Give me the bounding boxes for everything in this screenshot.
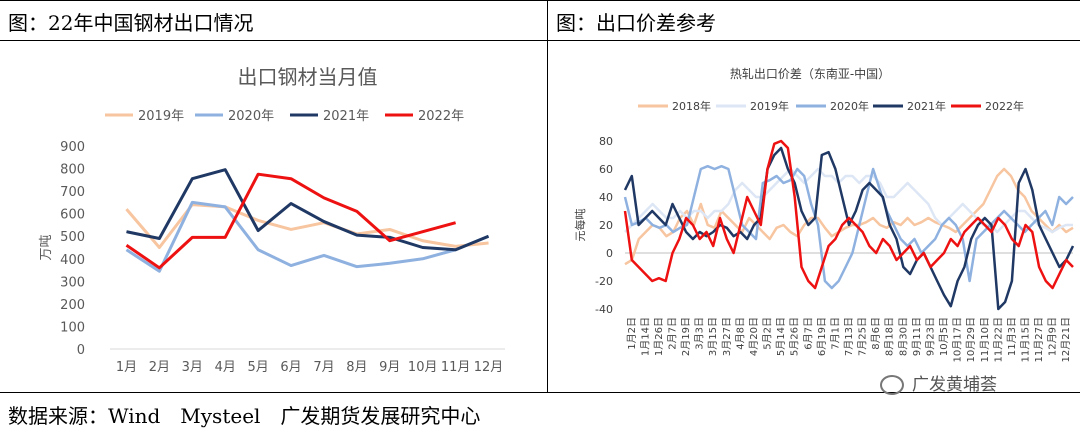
chart-title: 热轧出口价差（东南亚-中国） xyxy=(730,66,890,81)
legend-label-2022年: 2022年 xyxy=(985,99,1024,113)
x-tick-label: 11月15日 xyxy=(1019,317,1031,362)
y-tick-label: 700 xyxy=(60,185,85,200)
series-line-2021年 xyxy=(623,146,1075,311)
x-tick-label: 2月7日 xyxy=(667,317,679,350)
x-tick-label: 2月19日 xyxy=(680,317,692,356)
series-line-2022年 xyxy=(623,139,1074,290)
legend-label-2019年: 2019年 xyxy=(138,109,184,124)
x-tick-label: 11月3日 xyxy=(1006,317,1018,356)
right-chart-panel: 图：出口价差参考 热轧出口价差（东南亚-中国） 2018年 2019年 2020年 20… xyxy=(547,0,1080,393)
series-line-2018年 xyxy=(624,167,1074,266)
series-line-2020年 xyxy=(125,200,490,273)
x-tick-label: 7月25日 xyxy=(857,317,869,356)
x-tick-label: 11月 xyxy=(441,360,471,375)
x-tick-label: 12月21日 xyxy=(1060,317,1072,362)
x-tick-label: 11月22日 xyxy=(992,317,1004,362)
y-tick-label: -40 xyxy=(595,303,613,316)
y-tick-label: 900 xyxy=(60,140,85,155)
y-tick-label: 400 xyxy=(60,253,85,268)
y-tick-label: 200 xyxy=(60,298,85,313)
x-tick-label: 1月14日 xyxy=(639,317,651,356)
x-tick-label: 2月 xyxy=(149,360,170,375)
legend-label-2021年: 2021年 xyxy=(907,99,946,113)
legend-label-2021年: 2021年 xyxy=(323,109,369,124)
x-tick-label: 1月2日 xyxy=(626,317,638,350)
x-tick-label: 7月13日 xyxy=(843,317,855,356)
x-tick-label: 5月 xyxy=(247,360,268,375)
x-tick-label: 6月7日 xyxy=(802,317,814,350)
right-panel-header: 图：出口价差参考 xyxy=(548,1,1080,41)
y-tick-label: 500 xyxy=(60,230,85,245)
x-tick-label: 8月30日 xyxy=(897,317,909,356)
series-line-2021年 xyxy=(126,168,490,252)
x-tick-label: 5月26日 xyxy=(789,317,801,356)
x-tick-label: 10月 xyxy=(408,360,438,375)
x-tick-label: 9月 xyxy=(379,360,400,375)
left-panel-header: 图：22年中国钢材出口情况 xyxy=(0,1,547,41)
x-tick-label: 6月19日 xyxy=(816,317,828,356)
legend-label-2020年: 2020年 xyxy=(830,99,869,113)
legend-label-2018年: 2018年 xyxy=(672,99,711,113)
x-tick-label: 7月 xyxy=(313,360,334,375)
x-tick-label: 9月11日 xyxy=(911,317,923,356)
y-tick-label: 0 xyxy=(606,247,613,260)
x-tick-label: 10月17日 xyxy=(952,317,964,362)
x-tick-label: 10月5日 xyxy=(938,317,950,356)
steel-export-chart: 出口钢材当月值 2019年 2020年 2021年 2022年 0 100 200 300 400… xyxy=(39,65,505,375)
x-tick-label: 3月3日 xyxy=(694,317,706,350)
x-tick-label: 1月26日 xyxy=(653,317,665,356)
series-line-2019年 xyxy=(624,167,1073,234)
x-tick-label: 5月14日 xyxy=(775,317,787,356)
x-tick-label: 12月 xyxy=(474,360,504,375)
x-tick-label: 11月27日 xyxy=(1033,317,1045,362)
y-tick-label: 40 xyxy=(599,191,613,204)
y-tick-label: 300 xyxy=(60,275,85,290)
x-tick-label: 1月 xyxy=(116,360,137,375)
x-tick-label: 6月 xyxy=(280,360,301,375)
chart-title: 出口钢材当月值 xyxy=(238,65,378,89)
legend-label-2019年: 2019年 xyxy=(750,99,789,113)
y-tick-label: 60 xyxy=(599,163,613,176)
y-axis-label: 万吨 xyxy=(39,234,54,260)
x-tick-label: 4月20日 xyxy=(748,317,760,356)
y-tick-label: 80 xyxy=(599,135,613,148)
y-axis-label: 元每吨 xyxy=(573,209,587,242)
x-tick-label: 11月10日 xyxy=(979,317,991,362)
x-tick-label: 12月9日 xyxy=(1047,317,1059,356)
y-tick-label: 800 xyxy=(60,163,85,178)
data-source-note: 数据来源：Wind Mysteel 广发期货发展研究中心 xyxy=(8,404,481,428)
x-tick-label: 4月 xyxy=(215,360,236,375)
watermark-text: 广发黄埔荟 xyxy=(912,375,997,395)
y-tick-label: 100 xyxy=(60,320,85,335)
series-line-2022年 xyxy=(125,172,457,270)
x-tick-label: 4月8日 xyxy=(734,317,746,350)
x-tick-label: 8月18日 xyxy=(884,317,896,356)
x-tick-label: 8月 xyxy=(346,360,367,375)
legend-label-2020年: 2020年 xyxy=(228,109,274,124)
x-tick-label: 8月6日 xyxy=(870,317,882,350)
y-tick-label: 0 xyxy=(77,343,85,358)
x-tick-label: 3月27日 xyxy=(721,317,733,356)
wechat-icon xyxy=(880,375,904,395)
hrc-spread-chart: 热轧出口价差（东南亚-中国） 2018年 2019年 2020年 2021年 2022年 -… xyxy=(573,66,1075,362)
y-tick-label: 600 xyxy=(60,208,85,223)
x-tick-label: 10月29日 xyxy=(965,317,977,362)
left-chart-panel: 图：22年中国钢材出口情况 出口钢材当月值 2019年 2020年 2021年 2022… xyxy=(0,0,547,393)
watermark: 广发黄埔荟 xyxy=(880,370,997,395)
right-panel-title: 图：出口价差参考 xyxy=(556,11,716,35)
y-tick-label: -20 xyxy=(595,275,613,288)
x-tick-label: 3月 xyxy=(182,360,203,375)
y-tick-label: 20 xyxy=(599,219,613,232)
x-tick-label: 5月2日 xyxy=(762,317,774,350)
left-panel-title: 图：22年中国钢材出口情况 xyxy=(8,11,254,35)
legend-label-2022年: 2022年 xyxy=(418,109,464,124)
x-tick-label: 7月1日 xyxy=(829,317,841,350)
x-tick-label: 9月23日 xyxy=(924,317,936,356)
x-tick-label: 3月15日 xyxy=(707,317,719,356)
